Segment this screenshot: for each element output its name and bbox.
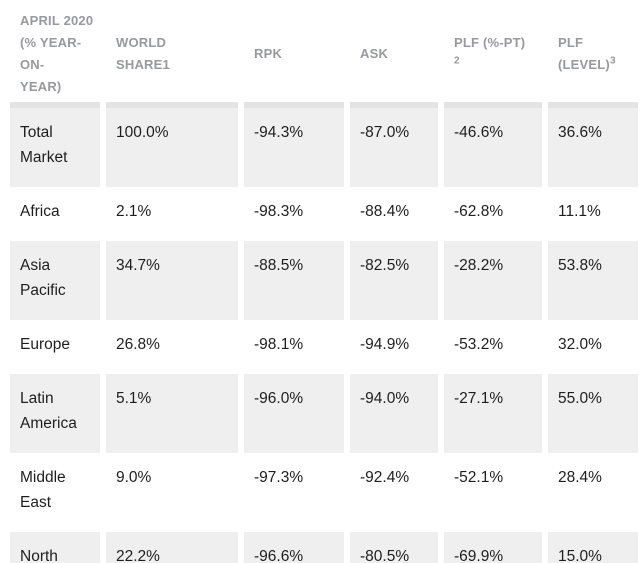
value-cell-plf-level: 28.4% <box>548 453 638 532</box>
row-middle-east: Middle East 9.0% -97.3% -92.4% -52.1% 28… <box>10 453 638 532</box>
value-cell-rpk: -98.3% <box>244 187 344 241</box>
value-cell-world-share: 100.0% <box>106 108 238 187</box>
region-cell: Latin America <box>10 374 100 453</box>
header-row: APRIL 2020 (% YEAR-ON- YEAR) WORLD SHARE… <box>10 6 638 108</box>
value-cell-ask: -82.5% <box>350 241 438 320</box>
value-cell-ask: -87.0% <box>350 108 438 187</box>
row-africa: Africa 2.1% -98.3% -88.4% -62.8% 11.1% <box>10 187 638 241</box>
col-header-ask-label: ASK <box>360 46 389 61</box>
row-total-market: Total Market 100.0% -94.3% -87.0% -46.6%… <box>10 108 638 187</box>
col-header-plf-pt-label: PLF (%-PT) <box>454 35 526 50</box>
value-cell-rpk: -98.1% <box>244 320 344 374</box>
value-cell-plf-level: 32.0% <box>548 320 638 374</box>
col-header-region: APRIL 2020 (% YEAR-ON- YEAR) <box>10 6 100 108</box>
value-cell-ask: -88.4% <box>350 187 438 241</box>
value-cell-ask: -94.9% <box>350 320 438 374</box>
col-header-rpk-label: RPK <box>254 46 283 61</box>
value-cell-world-share: 2.1% <box>106 187 238 241</box>
value-cell-plf-pt: -53.2% <box>444 320 542 374</box>
col-header-plf-pt: PLF (%-PT) 2 <box>444 6 542 108</box>
footnote-marker-3: 3 <box>609 55 616 67</box>
air-traffic-table: APRIL 2020 (% YEAR-ON- YEAR) WORLD SHARE… <box>4 6 644 563</box>
col-header-ask: ASK <box>350 6 438 108</box>
value-cell-plf-pt: -62.8% <box>444 187 542 241</box>
value-cell-plf-pt: -69.9% <box>444 532 542 563</box>
value-cell-plf-pt: -27.1% <box>444 374 542 453</box>
col-header-region-label: APRIL 2020 (% YEAR-ON- YEAR) <box>20 13 94 94</box>
value-cell-ask: -92.4% <box>350 453 438 532</box>
value-cell-world-share: 9.0% <box>106 453 238 532</box>
row-latin-america: Latin America 5.1% -96.0% -94.0% -27.1% … <box>10 374 638 453</box>
value-cell-plf-pt: -28.2% <box>444 241 542 320</box>
value-cell-plf-level: 55.0% <box>548 374 638 453</box>
region-cell: Total Market <box>10 108 100 187</box>
value-cell-rpk: -96.0% <box>244 374 344 453</box>
region-cell: Europe <box>10 320 100 374</box>
region-cell: Middle East <box>10 453 100 532</box>
col-header-rpk: RPK <box>244 6 344 108</box>
value-cell-plf-level: 53.8% <box>548 241 638 320</box>
value-cell-rpk: -88.5% <box>244 241 344 320</box>
value-cell-world-share: 26.8% <box>106 320 238 374</box>
value-cell-plf-pt: -52.1% <box>444 453 542 532</box>
value-cell-plf-level: 36.6% <box>548 108 638 187</box>
value-cell-ask: -80.5% <box>350 532 438 563</box>
value-cell-plf-level: 11.1% <box>548 187 638 241</box>
region-cell: Asia Pacific <box>10 241 100 320</box>
row-europe: Europe 26.8% -98.1% -94.9% -53.2% 32.0% <box>10 320 638 374</box>
value-cell-rpk: -97.3% <box>244 453 344 532</box>
col-header-world-share-label: WORLD SHARE1 <box>116 35 170 72</box>
value-cell-ask: -94.0% <box>350 374 438 453</box>
row-asia-pacific: Asia Pacific 34.7% -88.5% -82.5% -28.2% … <box>10 241 638 320</box>
value-cell-world-share: 22.2% <box>106 532 238 563</box>
row-north-america: North America 22.2% -96.6% -80.5% -69.9%… <box>10 532 638 563</box>
value-cell-plf-level: 15.0% <box>548 532 638 563</box>
col-header-plf-level: PLF (LEVEL)3 <box>548 6 638 108</box>
footnote-marker-2: 2 <box>454 55 460 67</box>
value-cell-rpk: -94.3% <box>244 108 344 187</box>
region-cell: Africa <box>10 187 100 241</box>
col-header-plf-level-label: PLF (LEVEL) <box>558 35 610 72</box>
value-cell-world-share: 34.7% <box>106 241 238 320</box>
value-cell-world-share: 5.1% <box>106 374 238 453</box>
value-cell-rpk: -96.6% <box>244 532 344 563</box>
col-header-world-share: WORLD SHARE1 <box>106 6 238 108</box>
value-cell-plf-pt: -46.6% <box>444 108 542 187</box>
region-cell: North America <box>10 532 100 563</box>
